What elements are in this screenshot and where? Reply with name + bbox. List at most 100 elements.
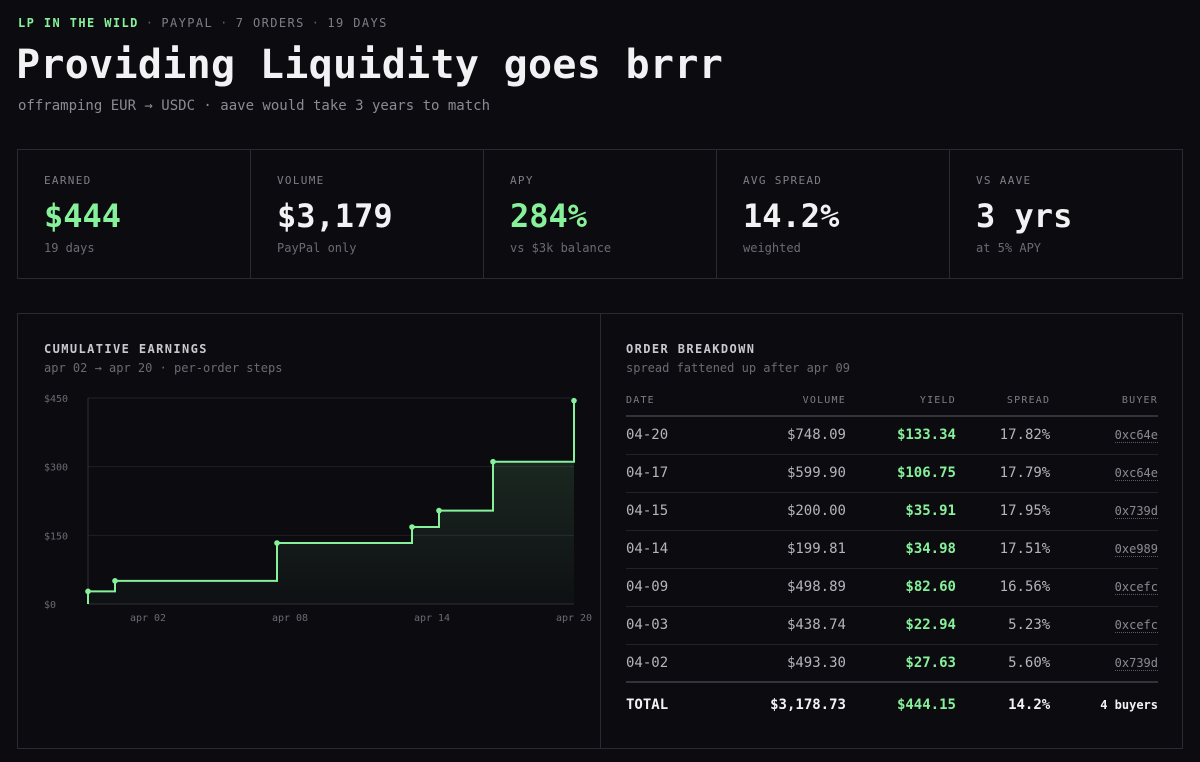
table-pane: ORDER BREAKDOWN spread fattened up after… — [601, 314, 1182, 748]
table-row: 04-17 $599.90 $106.75 17.79% 0xc64e — [626, 454, 1158, 493]
table-total-row: TOTAL $3,178.73 $444.15 14.2% 4 buyers — [626, 681, 1158, 726]
total-yield: $444.15 — [845, 681, 956, 726]
main-panel: CUMULATIVE EARNINGS apr 02 → apr 20 · pe… — [17, 313, 1183, 749]
cell-date: 04-14 — [626, 530, 705, 569]
data-point — [571, 397, 577, 404]
cell-buyer: 0x739d — [1050, 644, 1158, 683]
column-header-spread: SPREAD — [955, 386, 1051, 417]
buyer-address-link[interactable]: 0xe989 — [1114, 542, 1158, 557]
stat-value: $3,179 — [277, 197, 393, 235]
eyebrow-separator: · — [220, 16, 229, 30]
stat-volume: VOLUME $3,179 PayPal only — [251, 150, 484, 278]
stat-vs-aave: VS AAVE 3 yrs at 5% APY — [950, 150, 1182, 278]
table-subtitle: spread fattened up after apr 09 — [626, 361, 850, 375]
buyer-address-link[interactable]: 0x739d — [1114, 504, 1158, 519]
page-title: Providing Liquidity goes brrr — [16, 42, 724, 88]
total-buyers: 4 buyers — [1050, 681, 1158, 726]
x-tick-label: apr 08 — [272, 613, 308, 624]
x-tick-label: apr 02 — [130, 613, 166, 624]
stat-sub: 19 days — [44, 241, 95, 255]
table-row: 04-09 $498.89 $82.60 16.56% 0xcefc — [626, 568, 1158, 607]
cell-spread: 17.82% — [955, 416, 1051, 455]
chart-pane: CUMULATIVE EARNINGS apr 02 → apr 20 · pe… — [18, 314, 601, 748]
cell-yield: $34.98 — [845, 530, 956, 569]
cell-yield: $133.34 — [845, 416, 956, 455]
y-tick-label: $300 — [44, 463, 68, 474]
cell-volume: $200.00 — [704, 492, 846, 531]
cell-yield: $27.63 — [845, 644, 956, 683]
stat-avg-spread: AVG SPREAD 14.2% weighted — [717, 150, 950, 278]
data-point — [436, 507, 442, 514]
stat-value: 284% — [510, 197, 588, 235]
table-header-row: DATE VOLUME YIELD SPREAD BUYER — [626, 386, 1158, 417]
cell-buyer: 0xc64e — [1050, 416, 1158, 455]
orders-table: DATE VOLUME YIELD SPREAD BUYER 04-20 $748… — [626, 386, 1158, 726]
cell-date: 04-17 — [626, 454, 705, 493]
stat-earned: EARNED $444 19 days — [18, 150, 251, 278]
earnings-chart: $0 $150 $300 $450 apr 02 apr 08 apr 14 apr 20 — [44, 394, 592, 624]
cell-volume: $599.90 — [704, 454, 846, 493]
cell-date: 04-09 — [626, 568, 705, 607]
cell-spread: 17.95% — [955, 492, 1051, 531]
cell-spread: 5.23% — [955, 606, 1051, 645]
cell-volume: $199.81 — [704, 530, 846, 569]
chart-subtitle: apr 02 → apr 20 · per-order steps — [44, 361, 283, 375]
eyebrow-separator: · — [145, 16, 155, 30]
eyebrow-separator: · — [311, 16, 321, 30]
stat-sub: vs $3k balance — [510, 241, 612, 255]
column-header-yield: YIELD — [845, 386, 956, 417]
data-point — [85, 588, 91, 595]
cell-buyer: 0xcefc — [1050, 606, 1158, 645]
buyer-address-link[interactable]: 0x739d — [1114, 655, 1158, 671]
buyer-address-link[interactable]: 0xc64e — [1114, 428, 1158, 444]
buyer-address-link[interactable]: 0xc64e — [1114, 466, 1158, 481]
buyer-address-link[interactable]: 0xcefc — [1114, 618, 1158, 633]
cell-yield: $106.75 — [845, 454, 956, 493]
stat-value: $444 — [44, 197, 122, 235]
y-tick-label: $150 — [44, 531, 68, 542]
stat-label: VS AAVE — [976, 174, 1032, 187]
cell-date: 04-03 — [626, 606, 705, 645]
chart-title: CUMULATIVE EARNINGS — [44, 342, 208, 356]
column-header-volume: VOLUME — [704, 386, 846, 417]
cell-buyer: 0x739d — [1050, 492, 1158, 531]
stat-sub: weighted — [743, 241, 801, 255]
cell-volume: $493.30 — [704, 644, 846, 683]
stat-apy: APY 284% vs $3k balance — [484, 150, 717, 278]
table-row: 04-02 $493.30 $27.63 5.60% 0x739d — [626, 644, 1158, 683]
data-point — [274, 540, 280, 546]
buyer-address-link[interactable]: 0xcefc — [1114, 580, 1158, 595]
cell-volume: $748.09 — [704, 416, 846, 455]
x-tick-label: apr 20 — [556, 613, 592, 624]
cell-spread: 5.60% — [955, 644, 1051, 683]
cell-date: 04-15 — [626, 492, 705, 531]
cell-buyer: 0xcefc — [1050, 568, 1158, 607]
total-label: TOTAL — [626, 681, 705, 726]
eyebrow: LP IN THE WILD · PAYPAL · 7 ORDERS · 19 DAYS — [18, 16, 388, 30]
earnings-area — [88, 400, 574, 604]
stat-label: APY — [510, 174, 534, 187]
table-row: 04-03 $438.74 $22.94 5.23% 0xcefc — [626, 606, 1158, 645]
eyebrow-item-paypal: PAYPAL — [161, 16, 214, 30]
cell-spread: 17.51% — [955, 530, 1051, 569]
data-point — [490, 458, 496, 465]
cell-yield: $35.91 — [845, 492, 956, 531]
stat-value: 3 yrs — [976, 197, 1073, 235]
total-spread: 14.2% — [955, 681, 1051, 726]
cell-spread: 17.79% — [955, 454, 1051, 493]
cell-yield: $22.94 — [845, 606, 956, 645]
eyebrow-brand: LP IN THE WILD — [18, 16, 139, 30]
cell-buyer: 0xc64e — [1050, 454, 1158, 493]
page-subtitle: offramping EUR → USDC · aave would take … — [18, 98, 491, 114]
table-row: 04-14 $199.81 $34.98 17.51% 0xe989 — [626, 530, 1158, 569]
cell-date: 04-02 — [626, 644, 705, 683]
stats-row: EARNED $444 19 days VOLUME $3,179 PayPal… — [17, 149, 1183, 279]
data-point — [112, 578, 118, 584]
y-tick-label: $450 — [44, 394, 68, 405]
data-point — [409, 524, 415, 530]
cell-volume: $438.74 — [704, 606, 846, 645]
table-row: 04-15 $200.00 $35.91 17.95% 0x739d — [626, 492, 1158, 531]
table-row: 04-20 $748.09 $133.34 17.82% 0xc64e — [626, 416, 1158, 455]
column-header-buyer: BUYER — [1050, 386, 1158, 417]
y-tick-label: $0 — [44, 600, 56, 611]
